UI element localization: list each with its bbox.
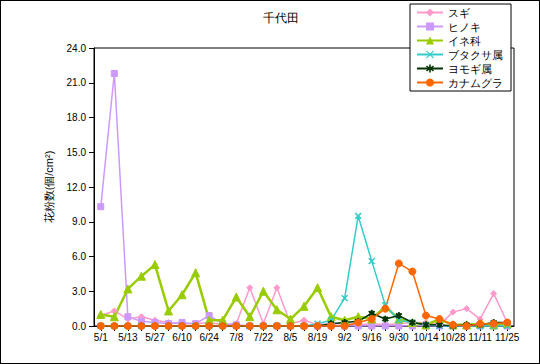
svg-text:千代田: 千代田 <box>263 11 299 25</box>
svg-text:スギ: スギ <box>448 7 470 19</box>
svg-text:9/2: 9/2 <box>338 332 352 343</box>
svg-text:11/25: 11/25 <box>495 332 520 343</box>
svg-text:5/1: 5/1 <box>94 332 108 343</box>
svg-text:11/11: 11/11 <box>468 332 492 343</box>
svg-text:9/30: 9/30 <box>389 332 409 343</box>
svg-text:12.0: 12.0 <box>67 182 87 193</box>
svg-text:イネ科: イネ科 <box>448 35 481 47</box>
svg-text:21.0: 21.0 <box>67 77 87 88</box>
svg-text:カナムグラ: カナムグラ <box>448 77 503 89</box>
svg-text:5/27: 5/27 <box>145 332 165 343</box>
svg-text:24.0: 24.0 <box>67 43 87 54</box>
svg-text:10/28: 10/28 <box>441 332 466 343</box>
svg-text:9.0: 9.0 <box>72 216 86 227</box>
svg-text:6/24: 6/24 <box>199 332 219 343</box>
svg-text:8/5: 8/5 <box>283 332 297 343</box>
svg-text:花粉数(個/cm²): 花粉数(個/cm²) <box>43 151 55 224</box>
svg-text:ヨモギ属: ヨモギ属 <box>448 63 492 75</box>
svg-text:7/8: 7/8 <box>229 332 243 343</box>
svg-text:ブタクサ属: ブタクサ属 <box>448 49 503 61</box>
svg-text:0.0: 0.0 <box>72 321 86 332</box>
svg-text:10/14: 10/14 <box>413 332 438 343</box>
svg-text:6.0: 6.0 <box>72 251 86 262</box>
svg-text:5/13: 5/13 <box>118 332 138 343</box>
svg-text:7/22: 7/22 <box>254 332 274 343</box>
svg-text:ヒノキ: ヒノキ <box>448 21 481 33</box>
svg-text:3.0: 3.0 <box>72 286 86 297</box>
svg-text:6/10: 6/10 <box>172 332 192 343</box>
svg-text:8/19: 8/19 <box>308 332 328 343</box>
svg-text:18.0: 18.0 <box>67 112 87 123</box>
svg-text:15.0: 15.0 <box>67 147 87 158</box>
svg-text:9/16: 9/16 <box>362 332 382 343</box>
